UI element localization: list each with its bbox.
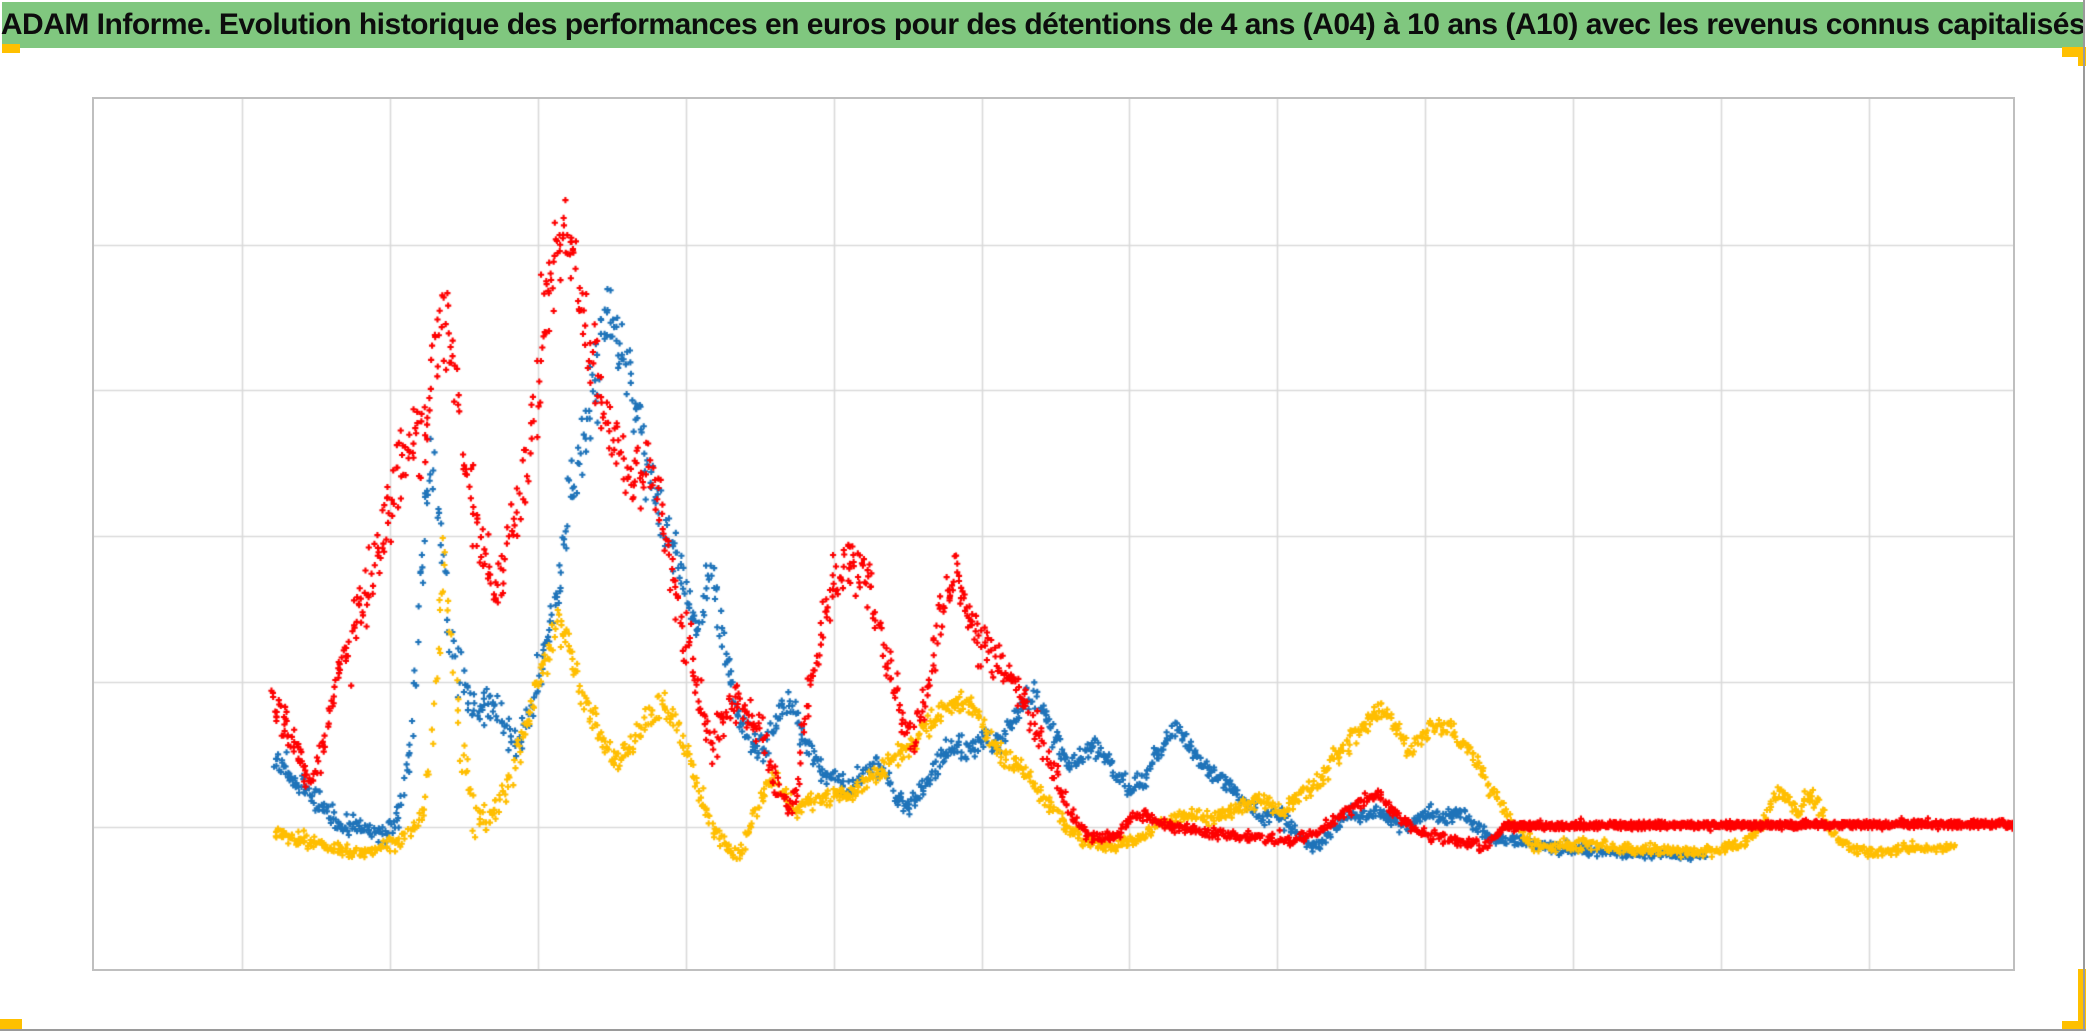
scatter-chart-canvas bbox=[94, 99, 2013, 969]
chart-title-bar: ADAM Informe. Evolution historique des p… bbox=[0, 2, 2086, 48]
corner-accent-top-left bbox=[2, 44, 20, 53]
window-border-right bbox=[2083, 0, 2085, 1031]
corner-accent-top-right-vertical bbox=[2078, 47, 2086, 66]
plot-area bbox=[92, 97, 2015, 971]
corner-accent-bottom-right-horizontal bbox=[2062, 1021, 2086, 1031]
window-border-bottom bbox=[0, 1029, 2086, 1031]
corner-accent-bottom-right-vertical bbox=[2078, 969, 2086, 1031]
corner-accent-bottom-left bbox=[0, 1019, 22, 1031]
corner-accent-top-right-horizontal bbox=[2062, 47, 2086, 57]
chart-title: ADAM Informe. Evolution historique des p… bbox=[0, 8, 2086, 41]
